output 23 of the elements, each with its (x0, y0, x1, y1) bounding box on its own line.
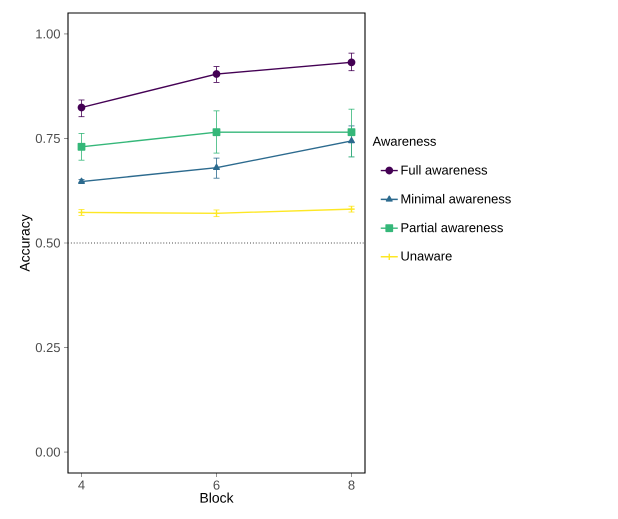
legend-label: Unaware (401, 252, 452, 261)
y-tick-label: 0.75 (36, 134, 60, 144)
y-tick-label: 0.25 (36, 342, 60, 352)
point (348, 128, 356, 136)
y-tick-label: 0.00 (36, 448, 60, 457)
x-tick-label: 4 (78, 480, 85, 490)
legend-title: Awareness (372, 136, 436, 146)
point (78, 142, 86, 151)
legend-label: Partial awareness (402, 222, 503, 232)
point (78, 104, 86, 112)
point (213, 164, 220, 170)
x-axis-title: Block (200, 492, 234, 503)
point (348, 58, 356, 66)
y-tick-label: 1.00 (36, 29, 60, 38)
legend-label: Minimal awareness (402, 194, 511, 204)
point (348, 137, 355, 144)
y-tick-label: 0.50 (36, 238, 60, 248)
x-tick-label: 8 (348, 480, 355, 490)
legend-label: Full awareness (402, 165, 488, 175)
y-axis-title: Accuracy (20, 214, 32, 272)
point (212, 128, 220, 136)
point (212, 70, 220, 78)
x-tick-label: 6 (214, 480, 220, 490)
